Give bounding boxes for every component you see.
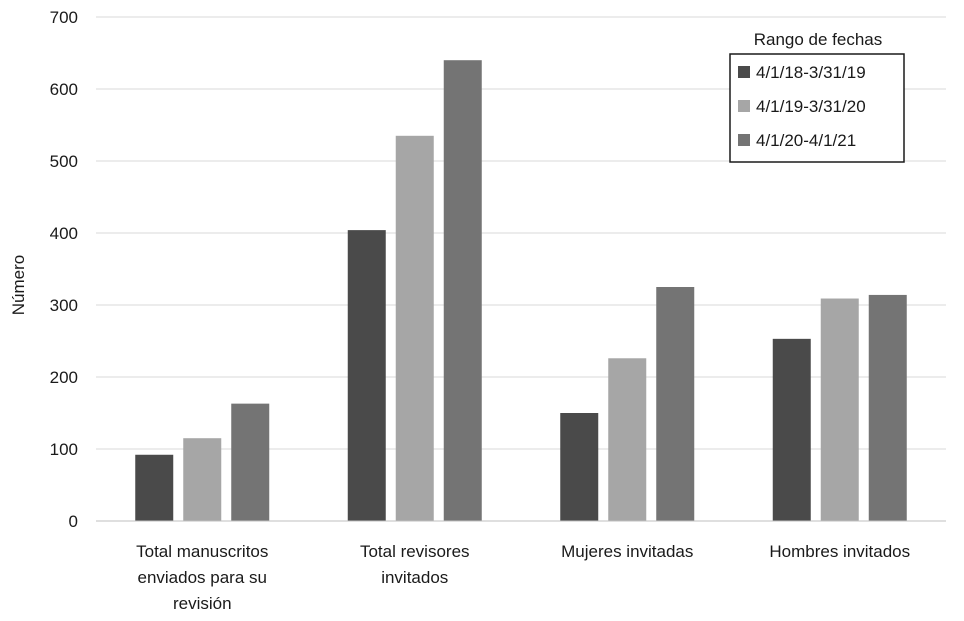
- legend-swatch: [738, 100, 750, 112]
- y-tick-label: 100: [50, 440, 78, 459]
- bar: [395, 135, 434, 522]
- legend-label: 4/1/18-3/31/19: [756, 63, 866, 82]
- y-tick-label: 600: [50, 80, 78, 99]
- legend-swatch: [738, 66, 750, 78]
- y-tick-label: 500: [50, 152, 78, 171]
- bar: [135, 454, 174, 521]
- x-category-label: Mujeres invitadas: [561, 542, 693, 561]
- legend-label: 4/1/20-4/1/21: [756, 131, 856, 150]
- bar: [560, 413, 599, 521]
- legend-box: [729, 53, 905, 163]
- bar: [868, 294, 907, 521]
- bar: [443, 60, 482, 521]
- bar: [231, 403, 270, 521]
- bar: [608, 358, 647, 521]
- y-tick-label: 0: [69, 512, 78, 531]
- y-tick-label: 400: [50, 224, 78, 243]
- legend: Rango de fechas 4/1/18-3/31/19 4/1/19-3/3…: [729, 30, 905, 163]
- bar: [820, 298, 859, 521]
- bars: [135, 60, 907, 522]
- y-axis-label: Número: [9, 255, 28, 315]
- legend-title: Rango de fechas: [754, 30, 883, 49]
- bar: [772, 338, 811, 521]
- y-axis-ticks: 0 100 200 300 400 500 600 700: [50, 8, 78, 531]
- x-axis-categories: Total manuscritos enviados para su revisió…: [136, 542, 910, 613]
- y-tick-label: 300: [50, 296, 78, 315]
- x-category-label: Hombres invitados: [769, 542, 910, 561]
- y-tick-label: 700: [50, 8, 78, 27]
- bar: [347, 230, 386, 521]
- legend-label: 4/1/19-3/31/20: [756, 97, 866, 116]
- x-category-label: Total manuscritos enviados para su revisió…: [136, 542, 268, 613]
- gridlines: [96, 16, 946, 450]
- bar: [183, 438, 222, 521]
- x-category-label: Total revisores invitados: [360, 542, 470, 587]
- bar: [656, 287, 695, 521]
- legend-swatch: [738, 134, 750, 146]
- y-tick-label: 200: [50, 368, 78, 387]
